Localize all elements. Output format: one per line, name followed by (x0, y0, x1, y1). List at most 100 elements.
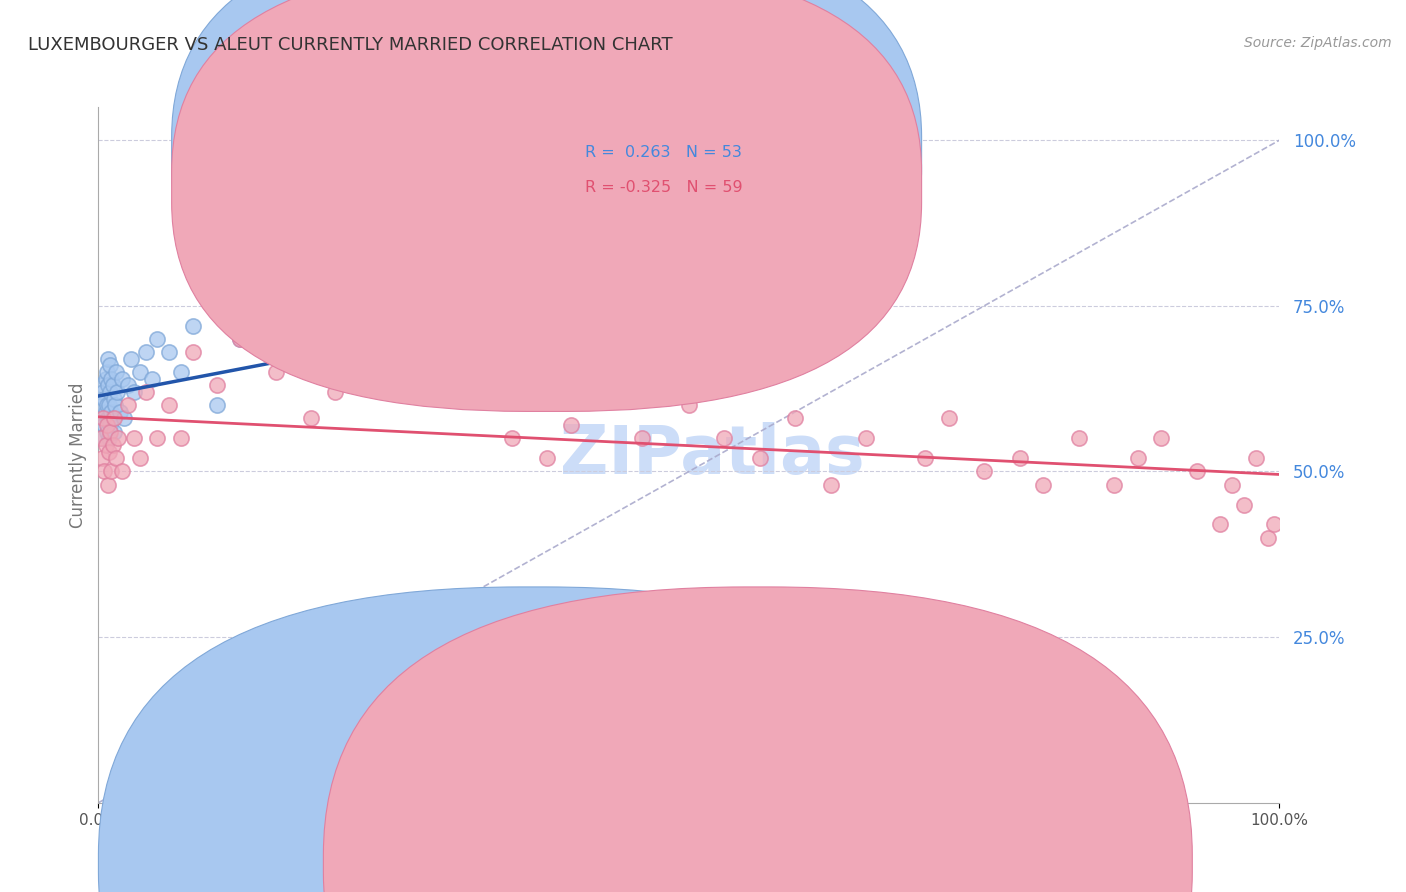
Point (630, 431, 652, 445)
Point (90, 431, 112, 445)
Point (170, 365, 193, 379)
Point (91, 398, 114, 412)
Point (785, 411, 807, 425)
Point (536, 292, 558, 306)
Point (1257, 531, 1279, 545)
Point (1220, 477, 1243, 491)
Point (1233, 498, 1256, 512)
Point (748, 451, 770, 466)
Point (93, 465, 115, 479)
Point (90, 431, 112, 445)
Point (91, 411, 114, 425)
Point (157, 345, 180, 359)
Point (100, 465, 122, 479)
Point (536, 451, 558, 466)
Point (101, 411, 124, 425)
Point (97, 477, 120, 491)
Point (104, 398, 127, 412)
Point (1032, 477, 1054, 491)
Point (96, 418, 118, 433)
Point (299, 411, 322, 425)
Text: R = -0.325   N = 59: R = -0.325 N = 59 (585, 179, 742, 194)
Point (181, 318, 204, 333)
Point (128, 365, 150, 379)
Point (205, 378, 228, 392)
Point (107, 431, 129, 445)
Point (441, 384, 464, 399)
Point (1185, 465, 1208, 479)
FancyBboxPatch shape (172, 0, 921, 411)
Point (117, 378, 139, 392)
Point (94, 372, 117, 386)
Point (229, 332, 252, 346)
Y-axis label: Currently Married: Currently Married (69, 382, 87, 528)
Point (938, 411, 960, 425)
Point (105, 365, 128, 379)
Point (93, 392, 115, 406)
Point (98, 425, 121, 439)
Point (128, 451, 150, 466)
Text: LUXEMBOURGER VS ALEUT CURRENTLY MARRIED CORRELATION CHART: LUXEMBOURGER VS ALEUT CURRENTLY MARRIED … (28, 36, 672, 54)
Point (229, 332, 252, 346)
Point (100, 372, 122, 386)
Point (713, 431, 735, 445)
Point (595, 384, 617, 399)
Point (108, 405, 131, 419)
Point (1244, 451, 1267, 466)
Point (973, 465, 995, 479)
Point (101, 378, 124, 392)
Point (111, 372, 134, 386)
Point (914, 451, 936, 466)
Point (323, 384, 346, 399)
Point (560, 318, 582, 333)
Point (1209, 517, 1232, 532)
Point (135, 384, 157, 399)
Point (103, 411, 125, 425)
Point (501, 345, 523, 359)
Point (205, 398, 228, 412)
FancyBboxPatch shape (172, 0, 921, 376)
Point (117, 398, 139, 412)
Point (100, 405, 122, 419)
Point (98, 384, 121, 399)
Point (91, 378, 114, 392)
Point (98, 359, 121, 373)
Point (264, 365, 287, 379)
FancyBboxPatch shape (501, 121, 831, 226)
Point (112, 411, 135, 425)
Point (98, 418, 121, 433)
Point (98, 444, 121, 458)
Point (157, 398, 180, 412)
Point (560, 418, 582, 433)
Point (299, 345, 322, 359)
Point (98, 431, 121, 445)
Point (382, 332, 405, 346)
Point (94, 438, 117, 452)
Point (1150, 431, 1173, 445)
Point (441, 318, 464, 333)
Text: Luxembourgers: Luxembourgers (557, 856, 682, 871)
Point (323, 312, 346, 326)
Point (98, 398, 121, 412)
Point (1126, 451, 1149, 466)
Point (96, 398, 118, 412)
Point (264, 318, 287, 333)
Point (121, 351, 143, 366)
Point (122, 384, 145, 399)
Text: R =  0.263   N = 53: R = 0.263 N = 53 (585, 145, 742, 160)
Point (103, 392, 125, 406)
Text: Source: ZipAtlas.com: Source: ZipAtlas.com (1244, 36, 1392, 50)
Point (93, 418, 115, 433)
Point (103, 425, 125, 439)
Point (94, 405, 117, 419)
Point (1008, 451, 1031, 466)
Point (855, 431, 877, 445)
Point (91, 451, 114, 466)
Point (181, 345, 204, 359)
Point (97, 411, 120, 425)
Point (820, 477, 842, 491)
Point (141, 372, 163, 386)
Point (122, 431, 145, 445)
Point (96, 365, 118, 379)
Point (146, 332, 169, 346)
